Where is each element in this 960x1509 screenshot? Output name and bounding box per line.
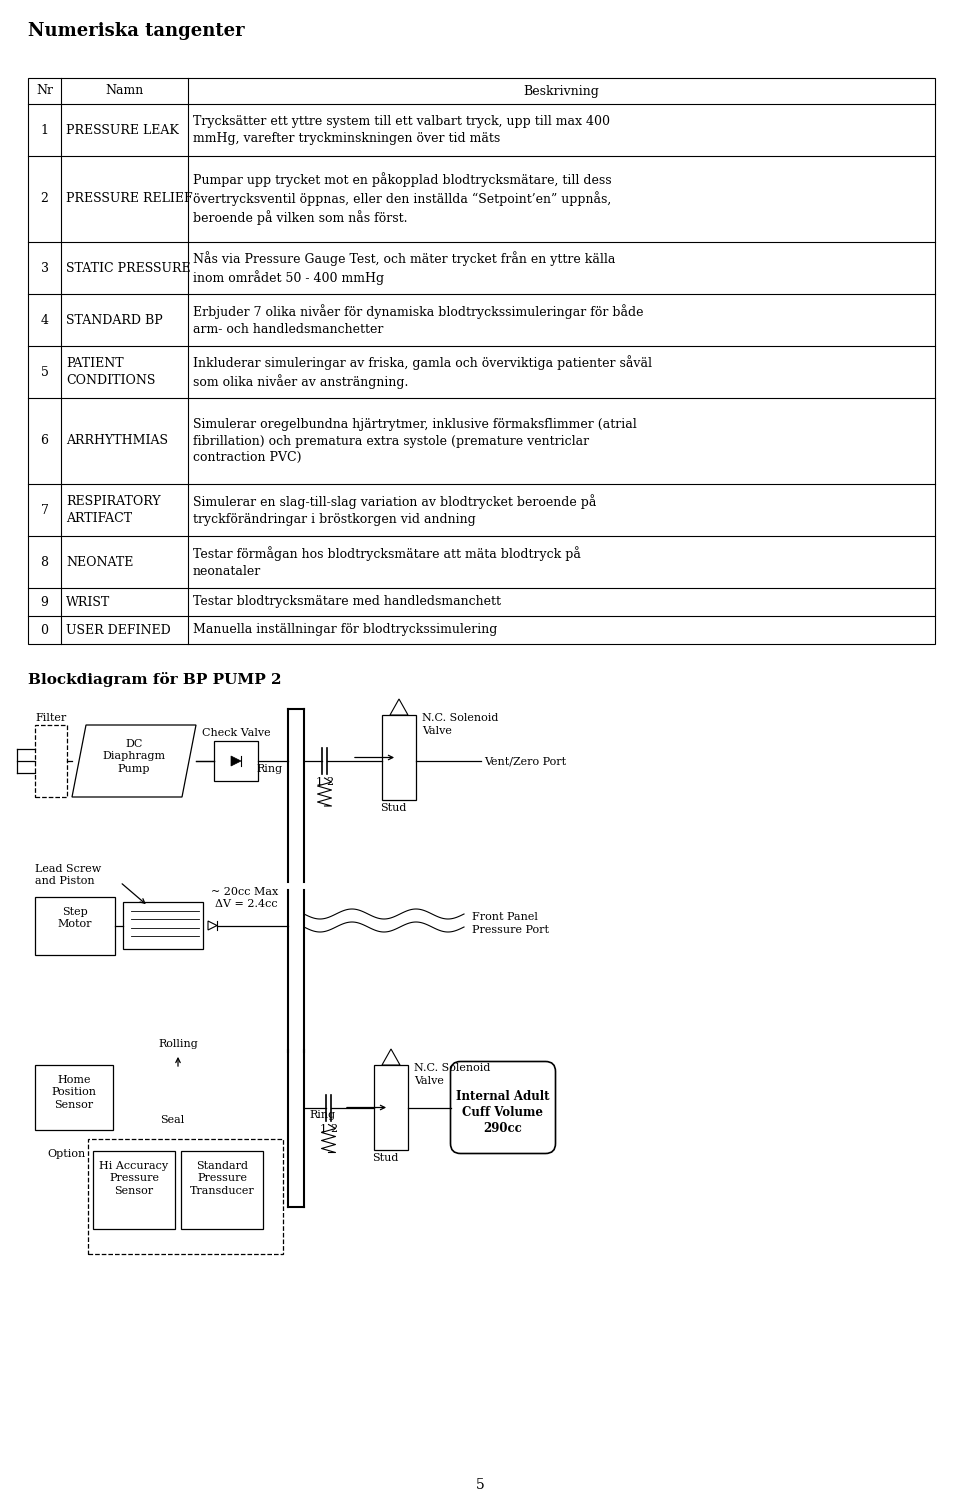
Text: 1: 1	[40, 124, 49, 136]
Text: Nås via Pressure Gauge Test, och mäter trycket från en yttre källa
inom området : Nås via Pressure Gauge Test, och mäter t…	[193, 250, 615, 285]
Text: WRIST: WRIST	[66, 596, 110, 608]
Text: Hi Accuracy
Pressure
Sensor: Hi Accuracy Pressure Sensor	[100, 1160, 169, 1195]
Text: Testar förmågan hos blodtrycksmätare att mäta blodtryck på
neonataler: Testar förmågan hos blodtrycksmätare att…	[193, 546, 581, 578]
Text: N.C. Solenoid
Valve: N.C. Solenoid Valve	[414, 1062, 491, 1086]
Text: Stud: Stud	[380, 803, 406, 813]
Text: Manuella inställningar för blodtryckssimulering: Manuella inställningar för blodtryckssim…	[193, 623, 497, 637]
Text: 2: 2	[326, 777, 333, 788]
Text: NEONATE: NEONATE	[66, 555, 133, 569]
Text: DC
Diaphragm
Pump: DC Diaphragm Pump	[103, 739, 165, 774]
Text: Pumpar upp trycket mot en påkopplad blodtrycksmätare, till dess
övertrycksventil: Pumpar upp trycket mot en påkopplad blod…	[193, 172, 612, 225]
Text: Ring: Ring	[309, 1111, 335, 1121]
Text: Namn: Namn	[106, 85, 144, 98]
Text: Rolling: Rolling	[158, 1040, 198, 1049]
Text: 0: 0	[40, 623, 49, 637]
Bar	[181, 1151, 263, 1228]
Polygon shape	[390, 699, 408, 715]
Text: N.C. Solenoid
Valve: N.C. Solenoid Valve	[422, 712, 498, 736]
Bar	[35, 1065, 113, 1130]
Text: Filter: Filter	[35, 712, 66, 723]
Text: Vent/Zero Port: Vent/Zero Port	[484, 756, 566, 767]
Text: Blockdiagram för BP PUMP 2: Blockdiagram för BP PUMP 2	[28, 672, 281, 687]
Polygon shape	[382, 1049, 400, 1065]
Text: Front Panel
Pressure Port: Front Panel Pressure Port	[472, 911, 549, 936]
Text: STANDARD BP: STANDARD BP	[66, 314, 163, 326]
Bar	[214, 741, 258, 782]
Text: Check Valve: Check Valve	[202, 727, 271, 738]
Text: 1: 1	[316, 777, 323, 788]
Polygon shape	[208, 920, 217, 930]
Text: 6: 6	[40, 435, 49, 448]
Text: Beskrivning: Beskrivning	[523, 85, 599, 98]
Text: Seal: Seal	[160, 1115, 184, 1126]
Text: 5: 5	[475, 1477, 485, 1492]
Text: 2: 2	[330, 1124, 338, 1133]
Text: Stud: Stud	[372, 1153, 398, 1163]
Text: ARRHYTHMIAS: ARRHYTHMIAS	[66, 435, 168, 448]
Text: Option: Option	[47, 1148, 85, 1159]
Bar	[374, 1065, 408, 1150]
Text: PRESSURE LEAK: PRESSURE LEAK	[66, 124, 179, 136]
FancyBboxPatch shape	[450, 1061, 556, 1153]
Bar	[88, 1139, 283, 1254]
Text: 2: 2	[40, 193, 48, 205]
Text: Step
Motor: Step Motor	[58, 907, 92, 930]
Text: Inkluderar simuleringar av friska, gamla och överviktiga patienter såväl
som oli: Inkluderar simuleringar av friska, gamla…	[193, 355, 652, 389]
Text: Home
Position
Sensor: Home Position Sensor	[52, 1074, 97, 1109]
Text: Nr: Nr	[36, 85, 53, 98]
Text: Standard
Pressure
Transducer: Standard Pressure Transducer	[190, 1160, 254, 1195]
Text: 3: 3	[40, 261, 49, 275]
Text: Internal Adult
Cuff Volume
290cc: Internal Adult Cuff Volume 290cc	[456, 1089, 550, 1135]
Bar	[382, 715, 416, 800]
Text: Simulerar en slag-till-slag variation av blodtrycket beroende på
tryckförändring: Simulerar en slag-till-slag variation av…	[193, 495, 596, 525]
Bar	[35, 896, 115, 955]
Text: 4: 4	[40, 314, 49, 326]
Text: Trycksätter ett yttre system till ett valbart tryck, upp till max 400
mmHg, vare: Trycksätter ett yttre system till ett va…	[193, 115, 610, 145]
Text: 7: 7	[40, 504, 48, 516]
Text: Erbjuder 7 olika nivåer för dynamiska blodtryckssimuleringar för både
arm- och h: Erbjuder 7 olika nivåer för dynamiska bl…	[193, 305, 643, 335]
Text: Numeriska tangenter: Numeriska tangenter	[28, 23, 245, 41]
Polygon shape	[72, 724, 196, 797]
Text: 1: 1	[320, 1124, 326, 1133]
Text: Testar blodtrycksmätare med handledsmanchett: Testar blodtrycksmätare med handledsmanc…	[193, 596, 501, 608]
Text: PATIENT
CONDITIONS: PATIENT CONDITIONS	[66, 358, 156, 386]
Bar	[123, 902, 203, 949]
Bar	[93, 1151, 175, 1228]
Text: 8: 8	[40, 555, 49, 569]
Text: Ring: Ring	[257, 764, 283, 774]
Bar	[28, 78, 935, 644]
Text: 5: 5	[40, 365, 48, 379]
Bar	[35, 724, 67, 797]
Text: Simulerar oregelbundna hjärtrytmer, inklusive förmaksflimmer (atrial
fibrillatio: Simulerar oregelbundna hjärtrytmer, inkl…	[193, 418, 636, 463]
Text: RESPIRATORY
ARTIFACT: RESPIRATORY ARTIFACT	[66, 495, 160, 525]
Text: STATIC PRESSURE: STATIC PRESSURE	[66, 261, 191, 275]
Text: 9: 9	[40, 596, 48, 608]
Polygon shape	[231, 756, 241, 767]
Text: ~ 20cc Max
ΔV = 2.4cc: ~ 20cc Max ΔV = 2.4cc	[211, 887, 278, 910]
Text: PRESSURE RELIEF: PRESSURE RELIEF	[66, 193, 193, 205]
Text: Lead Screw
and Piston: Lead Screw and Piston	[35, 865, 101, 886]
Text: USER DEFINED: USER DEFINED	[66, 623, 171, 637]
